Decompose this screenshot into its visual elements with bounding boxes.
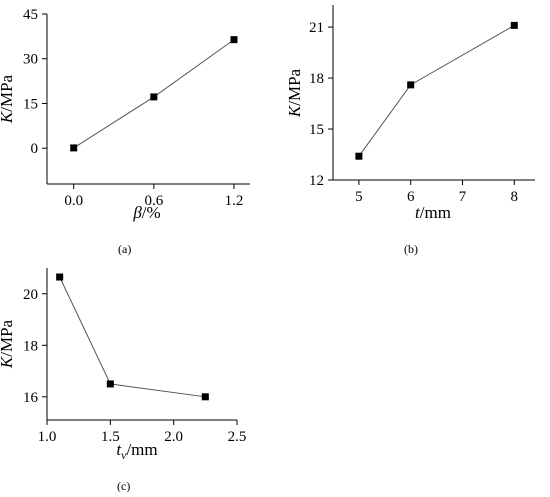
chart-panel-a: 0.0 0.6 1.2 0 15 30 45 β/% K/MPa: [0, 7, 250, 222]
x-tick-label: 2.0: [164, 429, 183, 445]
data-point: [510, 21, 518, 29]
x-tick-label: 8: [511, 189, 519, 205]
x-tick-label: 1.5: [101, 429, 120, 445]
y-axis-label-unit: /MPa: [285, 68, 304, 105]
y-axis-label-symbol: K: [0, 110, 16, 124]
data-point: [407, 81, 415, 89]
x-tick-label: 0.6: [144, 193, 163, 209]
x-axis-label-unit: /mm: [420, 203, 451, 222]
data-point: [106, 380, 114, 388]
data-point: [56, 273, 64, 281]
x-axis-label-symbol: t: [415, 203, 421, 222]
y-axis-label-symbol: K: [285, 104, 304, 118]
x-axis-label-unit: /mm: [126, 440, 157, 459]
x-tick-label: 5: [355, 189, 363, 205]
y-axis-label-unit: /MPa: [0, 319, 16, 356]
panel-label-a: (a): [118, 242, 132, 256]
x-axis-label-symbol: t: [116, 440, 122, 459]
series-line: [358, 24, 515, 157]
x-axis-label-subscript: v: [121, 448, 127, 462]
x-axis-label: t/mm: [415, 203, 451, 222]
y-tick-label: 12: [309, 173, 324, 189]
panel-label-c: (c): [117, 479, 131, 493]
y-axis-label: K/MPa: [0, 74, 16, 124]
x-axis-label-symbol: β: [132, 203, 142, 222]
y-tick-label: 16: [23, 390, 39, 406]
y-axis-label: K/MPa: [285, 68, 304, 118]
y-tick-label: 0: [31, 141, 39, 157]
y-axis-label-symbol: K: [0, 355, 16, 369]
data-point: [150, 93, 158, 101]
y-tick-label: 30: [23, 52, 38, 68]
x-tick-label: 6: [407, 189, 415, 205]
series-line: [59, 276, 206, 398]
y-tick-label: 18: [309, 71, 324, 87]
x-axis-label: tv/mm: [116, 440, 157, 462]
x-tick-label: 2.5: [228, 429, 247, 445]
x-tick-label: 7: [459, 189, 467, 205]
y-tick-label: 18: [23, 338, 38, 354]
x-tick-label: 1.0: [38, 429, 57, 445]
data-point: [355, 152, 363, 160]
x-axis-label: β/%: [132, 203, 160, 222]
y-tick-label: 15: [309, 122, 324, 138]
y-axis-label-unit: /MPa: [0, 74, 16, 111]
panel-label-b: (b): [404, 242, 418, 256]
data-point: [230, 36, 238, 44]
chart-panel-c: 1.0 1.5 2.0 2.5 16 18 20 tv/mm K/MPa: [0, 268, 246, 462]
y-axis-label: K/MPa: [0, 319, 16, 369]
data-point: [201, 393, 209, 401]
data-point: [70, 144, 78, 152]
y-tick-label: 20: [23, 287, 38, 303]
y-tick-label: 45: [23, 7, 38, 23]
y-tick-label: 15: [23, 96, 38, 112]
chart-panel-b: 5 6 7 8 12 15 18 21 t/mm K/MPa: [285, 5, 535, 222]
y-tick-label: 21: [309, 20, 324, 36]
x-axis-label-unit: /%: [142, 203, 161, 222]
x-tick-label: 0.0: [64, 193, 83, 209]
x-tick-label: 1.2: [225, 193, 244, 209]
